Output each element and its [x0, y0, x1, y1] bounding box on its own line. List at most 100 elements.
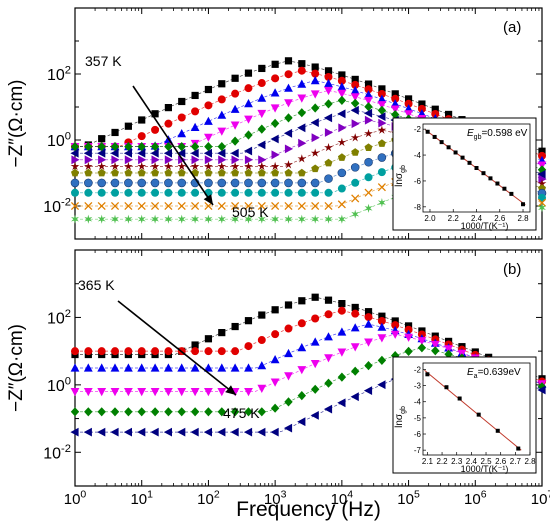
- data-point: [284, 372, 293, 381]
- data-point: [218, 328, 226, 337]
- data-point: [324, 201, 333, 211]
- data-point: [164, 161, 173, 171]
- data-point: [137, 142, 146, 152]
- data-point: [70, 201, 80, 211]
- data-point: [164, 407, 173, 417]
- data-point: [97, 347, 106, 356]
- data-point: [377, 183, 386, 192]
- data-point: [324, 188, 333, 197]
- data-point: [404, 346, 413, 356]
- data-point: [124, 214, 133, 224]
- data-point: [190, 388, 200, 397]
- data-point: [84, 214, 93, 224]
- data-point: [190, 363, 200, 372]
- data-point: [98, 155, 107, 165]
- data-point: [284, 168, 293, 177]
- inset-data-point: [502, 186, 507, 191]
- data-point: [337, 153, 346, 161]
- temperature-arrow: [117, 300, 237, 396]
- data-point: [177, 407, 186, 417]
- data-point: [190, 407, 200, 417]
- data-point: [190, 427, 199, 437]
- inset-data-point: [521, 202, 526, 207]
- data-point: [84, 142, 93, 152]
- data-point: [284, 83, 293, 92]
- data-point: [445, 110, 453, 119]
- data-point: [284, 70, 293, 79]
- data-point: [310, 90, 320, 99]
- data-point: [190, 148, 199, 158]
- data-point: [231, 201, 240, 211]
- data-point: [83, 427, 92, 437]
- data-point: [97, 142, 106, 152]
- data-point: [204, 161, 213, 171]
- data-point: [351, 80, 360, 89]
- data-point: [297, 94, 307, 103]
- data-point: [537, 198, 547, 207]
- data-point: [164, 119, 173, 128]
- data-point: [257, 407, 266, 417]
- data-point: [150, 407, 160, 417]
- data-point: [124, 142, 133, 152]
- data-point: [270, 178, 280, 188]
- inset-data-point: [425, 129, 430, 134]
- data-point: [217, 110, 227, 119]
- data-point: [310, 118, 319, 127]
- data-point: [111, 128, 119, 137]
- inset-x-tick-label: 2.6: [494, 214, 506, 223]
- data-point: [257, 188, 266, 197]
- data-point: [351, 194, 360, 203]
- inset-x-label: 1000/T(K⁻¹): [461, 221, 509, 231]
- data-point: [231, 155, 240, 165]
- inset-x-tick-label: 2.0: [424, 214, 436, 223]
- data-point: [230, 427, 239, 437]
- data-point: [84, 347, 93, 356]
- data-point: [337, 137, 347, 147]
- data-point: [124, 201, 133, 211]
- inset-data-point: [460, 155, 465, 160]
- data-point: [70, 363, 80, 372]
- data-point: [350, 323, 360, 332]
- data-point: [244, 161, 253, 171]
- data-point: [284, 99, 293, 108]
- data-point: [284, 188, 293, 197]
- data-point: [177, 148, 186, 158]
- data-point: [337, 348, 347, 357]
- inset-data-point: [457, 396, 462, 401]
- inset-fit-line: [424, 369, 522, 451]
- data-point: [364, 338, 373, 347]
- data-point: [324, 72, 333, 81]
- data-point: [217, 201, 226, 211]
- data-point: [97, 161, 107, 171]
- data-point: [297, 123, 306, 133]
- inset-data-point: [488, 176, 493, 181]
- data-point: [177, 388, 187, 397]
- inset-y-tick-label: -8: [414, 203, 422, 212]
- data-point: [271, 74, 280, 83]
- data-point: [377, 101, 387, 110]
- data-point: [204, 101, 213, 110]
- data-point: [97, 188, 106, 197]
- data-point: [217, 214, 226, 224]
- inset-annotation: Ea=0.639eV: [467, 367, 521, 380]
- x-tick-label: 104: [331, 489, 354, 508]
- data-point: [110, 388, 120, 397]
- data-point: [297, 343, 307, 352]
- y-tick-label: 102: [47, 65, 71, 84]
- data-point: [177, 214, 186, 224]
- data-point: [311, 201, 320, 211]
- data-point: [244, 363, 253, 372]
- data-point: [244, 188, 253, 197]
- data-point: [324, 158, 333, 167]
- data-point: [311, 133, 320, 143]
- data-point: [137, 148, 146, 158]
- data-point: [137, 427, 146, 437]
- x-axis-title: Frequency (Hz): [236, 498, 381, 521]
- data-point: [217, 142, 226, 152]
- data-point: [244, 155, 254, 165]
- data-point: [270, 427, 279, 437]
- data-point: [218, 80, 226, 88]
- data-point: [244, 178, 253, 188]
- data-point: [138, 155, 147, 165]
- data-point: [351, 303, 359, 312]
